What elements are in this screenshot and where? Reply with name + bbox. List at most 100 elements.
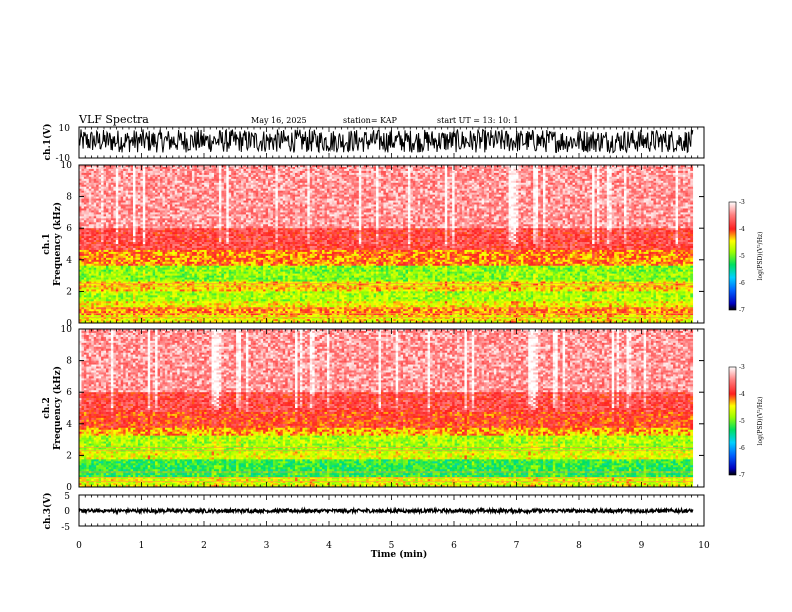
spectrogram-cell	[145, 178, 149, 182]
spectrogram-cell	[88, 165, 92, 168]
spectrogram-cell	[226, 255, 230, 259]
spectrogram-cell	[79, 220, 82, 223]
spectrogram-cell	[179, 273, 183, 276]
spectrogram-cell	[182, 245, 185, 249]
spectrogram-cell	[145, 222, 149, 225]
spectrogram-cell	[157, 321, 161, 324]
spectrogram-cell	[145, 311, 149, 314]
spectrogram-cell	[177, 283, 180, 286]
spectrogram-cell	[214, 228, 217, 231]
spectrogram-cell	[96, 190, 99, 193]
spectrogram-cell	[130, 202, 134, 205]
spectrogram-cell	[88, 263, 92, 267]
spectrogram-cell	[209, 192, 212, 195]
spectrogram-cell	[228, 194, 232, 197]
spectrogram-cell	[209, 214, 212, 217]
spectrogram-cell	[125, 283, 129, 286]
spectrogram-cell	[194, 245, 198, 249]
spectrogram-cell	[221, 220, 225, 223]
spectrogram-cell	[223, 174, 227, 178]
spectrogram-cell	[110, 196, 114, 199]
spectrogram-cell	[150, 287, 153, 290]
spectrogram-cell	[199, 253, 203, 257]
spectrogram-cell	[218, 170, 222, 174]
spectrogram-cell	[133, 295, 136, 298]
spectrogram-cell	[120, 273, 124, 276]
spectrogram-cell	[115, 277, 119, 280]
spectrogram-cell	[98, 263, 102, 267]
spectrogram-cell	[142, 291, 146, 294]
spectrogram-cell	[125, 238, 129, 241]
spectrogram-cell	[214, 249, 217, 253]
spectrogram-cell	[218, 218, 222, 221]
spectrogram-cell	[172, 244, 176, 247]
spectrogram-cell	[152, 172, 156, 176]
spectrogram-cell	[103, 224, 107, 227]
spectrogram-cell	[120, 277, 124, 280]
spectrogram-cell	[110, 273, 114, 276]
spectrogram-cell	[137, 277, 141, 280]
spectrogram-cell	[216, 279, 220, 282]
spectrogram-cell	[164, 208, 168, 211]
spectrogram-cell	[157, 281, 161, 284]
spectrogram-cell	[196, 311, 200, 314]
spectrogram-cell	[169, 273, 173, 276]
spectrogram-cell	[223, 319, 227, 322]
spectrogram-cell	[79, 281, 82, 284]
spectrogram-cell	[164, 184, 168, 188]
spectrogram-cell	[223, 287, 227, 290]
spectrogram-cell	[110, 168, 114, 172]
spectrogram-cell	[79, 287, 82, 290]
spectrogram-cell	[199, 315, 203, 318]
spectrogram-cell	[83, 283, 87, 286]
spectrogram-cell	[221, 194, 225, 197]
spectrogram-cell	[91, 200, 95, 203]
spectrogram-cell	[169, 222, 173, 225]
spectrogram-cell	[169, 257, 173, 261]
spectrogram-cell	[209, 267, 212, 270]
spectrogram-cell	[113, 249, 117, 253]
spectrogram-cell	[157, 283, 161, 286]
spectrogram-cell	[103, 257, 107, 261]
spectrogram-cell	[218, 224, 222, 227]
spectrogram-cell	[174, 297, 178, 300]
spectrogram-cell	[133, 305, 136, 308]
spectrogram-cell	[79, 303, 82, 306]
spectrogram-cell	[196, 273, 200, 276]
spectrogram-cell	[106, 182, 109, 186]
spectrogram-cell	[179, 275, 183, 278]
spectrogram-cell	[101, 293, 104, 296]
spectrogram-cell	[218, 222, 222, 225]
ch1-spectrogram-image	[79, 165, 694, 324]
spectrogram-cell	[147, 315, 151, 318]
spectrogram-cell	[177, 297, 180, 300]
spectrogram-cell	[191, 321, 195, 324]
spectrogram-cell	[152, 281, 156, 284]
spectrogram-cell	[162, 311, 166, 314]
spectrogram-cell	[88, 289, 92, 292]
spectrogram-cell	[147, 204, 151, 207]
spectrogram-cell	[101, 236, 104, 239]
spectrogram-cell	[133, 303, 136, 306]
spectrogram-cell	[196, 208, 200, 211]
spectrogram-cell	[113, 168, 117, 172]
spectrogram-cell	[86, 228, 90, 231]
spectrogram-cell	[110, 245, 114, 249]
spectrogram-cell	[209, 210, 212, 213]
spectrogram-cell	[189, 178, 193, 182]
spectrogram-cell	[196, 287, 200, 290]
spectrogram-cell	[135, 244, 139, 247]
spectrogram-cell	[221, 210, 225, 213]
spectrogram-cell	[130, 168, 134, 172]
spectrogram-cell	[226, 218, 230, 221]
spectrogram-cell	[123, 226, 126, 229]
spectrogram-cell	[150, 255, 153, 259]
spectrogram-cell	[162, 236, 166, 239]
spectrogram-cell	[150, 251, 153, 255]
spectrogram-cell	[93, 224, 97, 227]
spectrogram-cell	[199, 220, 203, 223]
spectrogram-cell	[152, 287, 156, 290]
spectrogram-cell	[86, 226, 90, 229]
spectrogram-cell	[140, 184, 144, 188]
spectrogram-cell	[142, 188, 146, 191]
